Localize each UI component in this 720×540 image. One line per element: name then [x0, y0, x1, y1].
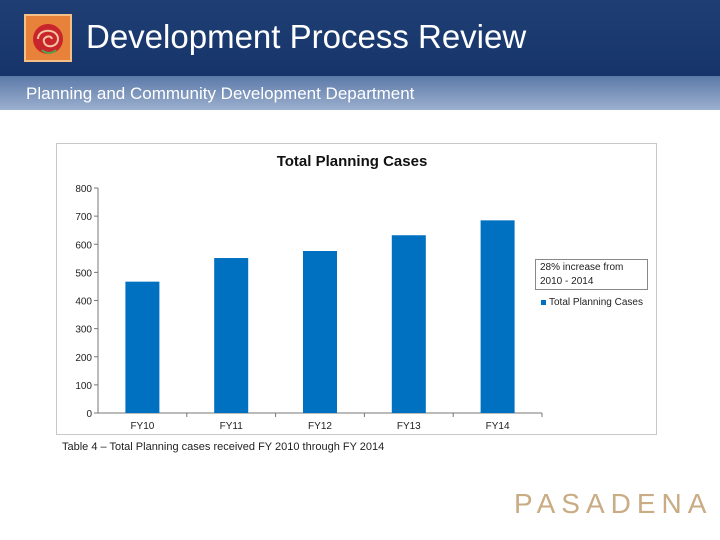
y-tick-label: 500	[75, 268, 92, 279]
subtitle-bar	[0, 76, 720, 110]
bar-fy13	[391, 235, 426, 413]
page-subtitle: Planning and Community Development Depar…	[26, 84, 415, 103]
header-bar	[0, 0, 720, 76]
y-tick-label: 700	[75, 212, 92, 223]
legend-label: Total Planning Cases	[549, 297, 643, 308]
chart-legend: Total Planning Cases	[541, 297, 643, 308]
bar-fy12	[303, 251, 337, 413]
page-title: Development Process Review	[86, 18, 527, 55]
legend-swatch	[541, 299, 546, 305]
annotation-line-2: 2010 - 2014	[540, 276, 594, 287]
y-tick-label: 800	[75, 184, 92, 195]
y-tick-label: 200	[75, 353, 92, 364]
table-caption: Table 4 – Total Planning cases received …	[62, 441, 385, 453]
x-tick-label: FY13	[397, 421, 421, 432]
x-tick-label: FY12	[308, 421, 332, 432]
bar-chart: Total Planning Cases 0 100 200 300 400 500 600…	[75, 153, 543, 432]
chart-title: Total Planning Cases	[277, 153, 428, 170]
y-tick-label: 0	[86, 409, 92, 420]
y-tick-label: 600	[75, 240, 92, 251]
x-tick-label: FY11	[220, 421, 244, 432]
bar-fy11	[214, 258, 249, 413]
rose-logo-icon	[24, 14, 72, 62]
y-tick-label: 400	[75, 297, 92, 308]
pasadena-brand-logo: PASADENA	[514, 488, 713, 519]
y-tick-label: 300	[75, 325, 92, 336]
annotation-line-1: 28% increase from	[540, 262, 624, 273]
x-tick-label: FY14	[486, 421, 510, 432]
annotation-box: 28% increase from 2010 - 2014	[535, 259, 648, 290]
bar-fy14	[480, 220, 515, 413]
bar-fy10	[125, 281, 160, 413]
x-tick-label: FY10	[130, 421, 154, 432]
y-tick-label: 100	[75, 381, 92, 392]
